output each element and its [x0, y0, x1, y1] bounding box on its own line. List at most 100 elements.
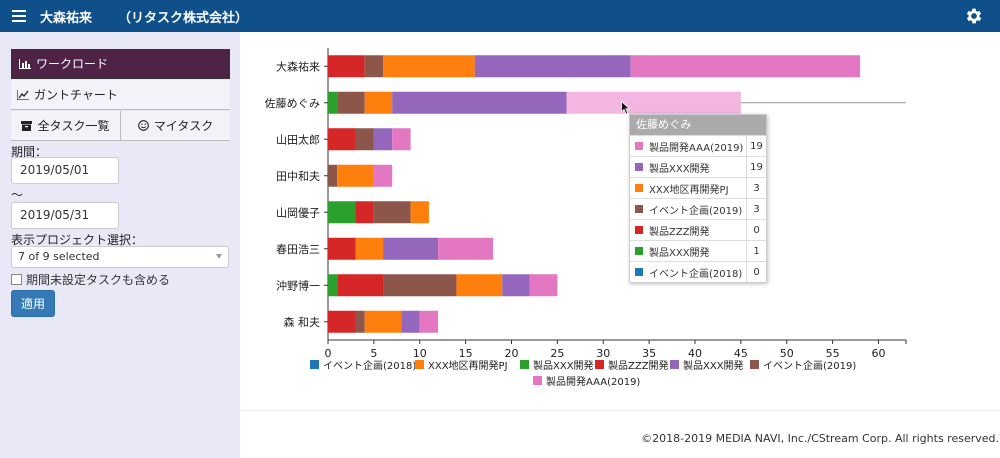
y-tick-label: 大森祐来: [276, 59, 320, 73]
tooltip-swatch: [635, 184, 643, 192]
x-tick-label: 50: [780, 347, 794, 360]
line-chart-icon: [17, 89, 29, 100]
bar-segment: [392, 128, 411, 151]
user-name: 大森祐来: [40, 10, 93, 26]
copyright-text: ©2018-2019 MEDIA NAVI, Inc./CStream Corp…: [641, 432, 999, 445]
tooltip-series-name: XXX地区再開発PJ: [649, 184, 729, 196]
tooltip-row: イベント企画(2019) 3: [630, 198, 766, 220]
tooltip-value: 0: [746, 261, 766, 283]
tooltip-swatch: [635, 205, 643, 213]
tooltip-title: 佐藤めぐみ: [630, 115, 766, 135]
bar-segment: [328, 128, 356, 151]
sidebar: ワークロード ガントチャート 全タスク一覧 マイタスク 期間： 2019/05/…: [0, 32, 240, 458]
chart-tooltip: 佐藤めぐみ 製品開発AAA(2019) 19 製品XXX開発 19 XXX地区再開発PJ…: [629, 114, 767, 283]
x-tick-label: 60: [871, 347, 885, 360]
x-tick-label: 40: [688, 347, 702, 360]
bar-segment: [337, 274, 384, 297]
all-tasks-label: 全タスク一覧: [37, 119, 110, 133]
legend-swatch: [533, 376, 542, 385]
all-tasks-button[interactable]: 全タスク一覧: [11, 111, 121, 140]
my-tasks-button[interactable]: マイタスク: [121, 111, 230, 140]
tooltip-value: 1: [746, 240, 766, 262]
bar-segment: [355, 310, 365, 333]
bar-segment: [383, 237, 439, 260]
bar-segment: [438, 237, 494, 260]
bar-segment: [410, 201, 429, 224]
bar-segment: [392, 91, 567, 114]
bar-segment: [566, 91, 741, 114]
bar-segment: [328, 164, 338, 187]
y-tick-label: 山田太郎: [276, 132, 320, 146]
start-date-input[interactable]: 2019/05/01: [11, 157, 119, 184]
x-tick-label: 55: [826, 347, 840, 360]
bar-segment: [328, 201, 356, 224]
legend-swatch: [750, 360, 759, 369]
tooltip-swatch: [635, 142, 643, 150]
tooltip-value: 3: [746, 177, 766, 199]
tooltip-row: 製品開発AAA(2019) 19: [630, 135, 766, 157]
bar-segment: [337, 164, 374, 187]
legend-label: 製品XXX開発: [683, 359, 744, 372]
bar-segment: [328, 237, 356, 260]
y-tick-label: 森 和夫: [284, 315, 321, 329]
footer-divider: [240, 410, 1000, 411]
include-unset-label: 期間未設定タスクも含める: [26, 273, 171, 287]
tooltip-value: 19: [746, 156, 766, 178]
include-unset-checkbox[interactable]: 期間未設定タスクも含める: [11, 271, 170, 288]
bar-segment: [328, 274, 338, 297]
legend-swatch: [670, 360, 679, 369]
caret-down-icon: [216, 254, 222, 259]
gear-icon[interactable]: [964, 6, 984, 26]
y-tick-label: 田中和夫: [276, 170, 320, 183]
tooltip-row: XXX地区再開発PJ 3: [630, 177, 766, 199]
tooltip-value: 19: [746, 135, 766, 157]
x-tick-label: 10: [413, 347, 427, 360]
bar-segment: [373, 164, 393, 187]
project-select[interactable]: 7 of 9 selected: [11, 246, 229, 268]
tooltip-row: 製品XXX開発 19: [630, 156, 766, 178]
legend-swatch: [520, 360, 529, 369]
top-bar: 大森祐来 （リタスク株式会社）: [0, 0, 1000, 32]
bar-segment: [383, 274, 457, 297]
task-view-buttons: 全タスク一覧 マイタスク: [11, 111, 230, 141]
apply-button[interactable]: 適用: [11, 290, 55, 317]
bar-segment: [355, 201, 374, 224]
bar-segment: [502, 274, 530, 297]
tooltip-value: 3: [746, 198, 766, 220]
archive-icon: [21, 120, 33, 131]
smiley-icon: [137, 120, 149, 131]
tooltip-row: 製品XXX開発 1: [630, 240, 766, 262]
tooltip-swatch: [635, 247, 643, 255]
y-tick-label: 春田浩三: [276, 243, 320, 256]
legend-swatch: [415, 360, 424, 369]
hamburger-menu-icon[interactable]: [12, 10, 26, 22]
tooltip-series-name: イベント企画(2018): [649, 268, 743, 280]
date-range-tilde: ～: [11, 188, 24, 202]
bar-segment: [373, 128, 393, 151]
tooltip-series-name: 製品XXX開発: [649, 247, 710, 259]
x-tick-label: 5: [370, 347, 377, 360]
company-name: （リタスク株式会社）: [118, 10, 249, 26]
workload-chart: 0 5 10 15 20 25 30 35 40 45 50 55 60大森祐来佐藤めぐみ山田太郎田中和…: [265, 48, 907, 388]
y-tick-label: 佐藤めぐみ: [265, 96, 320, 110]
x-tick-label: 25: [550, 347, 564, 360]
bar-segment: [328, 91, 338, 114]
checkbox-box[interactable]: [11, 274, 22, 285]
bar-segment: [401, 310, 420, 333]
gantt-chart-button[interactable]: ガントチャート: [11, 80, 230, 110]
bar-segment: [328, 310, 356, 333]
tooltip-value: 0: [746, 219, 766, 241]
x-tick-label: 20: [504, 347, 518, 360]
mouse-pointer-icon: [621, 101, 631, 115]
bar-segment: [529, 274, 558, 297]
x-tick-label: 45: [734, 347, 748, 360]
legend-swatch: [310, 360, 319, 369]
tooltip-series-name: 製品開発AAA(2019): [649, 142, 744, 154]
bar-segment: [364, 55, 384, 78]
end-date-input[interactable]: 2019/05/31: [11, 202, 119, 229]
bar-segment: [364, 91, 393, 114]
gantt-chart-label: ガントチャート: [34, 88, 118, 102]
bar-segment: [474, 55, 631, 78]
workload-button[interactable]: ワークロード: [11, 49, 230, 79]
period-label: 期間：: [11, 145, 48, 159]
